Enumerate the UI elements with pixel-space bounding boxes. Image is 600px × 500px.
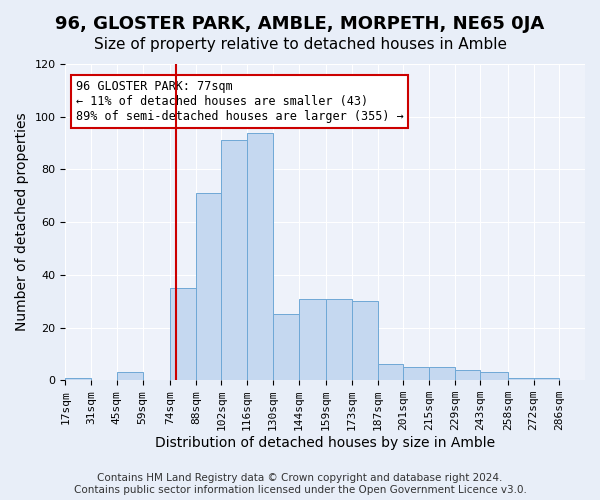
Bar: [196, 193, 221, 380]
Bar: [508, 378, 533, 380]
Bar: [455, 370, 481, 380]
Bar: [247, 132, 273, 380]
Bar: [403, 367, 429, 380]
Text: Contains HM Land Registry data © Crown copyright and database right 2024.
Contai: Contains HM Land Registry data © Crown c…: [74, 474, 526, 495]
Bar: [326, 298, 352, 380]
Text: 96 GLOSTER PARK: 77sqm
← 11% of detached houses are smaller (43)
89% of semi-det: 96 GLOSTER PARK: 77sqm ← 11% of detached…: [76, 80, 404, 123]
Bar: [533, 378, 559, 380]
Bar: [273, 314, 299, 380]
Bar: [429, 367, 455, 380]
Bar: [117, 372, 143, 380]
Bar: [377, 364, 403, 380]
X-axis label: Distribution of detached houses by size in Amble: Distribution of detached houses by size …: [155, 436, 495, 450]
Bar: [299, 298, 326, 380]
Bar: [352, 301, 377, 380]
Bar: [170, 288, 196, 380]
Bar: [481, 372, 508, 380]
Bar: [221, 140, 247, 380]
Y-axis label: Number of detached properties: Number of detached properties: [15, 113, 29, 332]
Text: Size of property relative to detached houses in Amble: Size of property relative to detached ho…: [94, 38, 506, 52]
Text: 96, GLOSTER PARK, AMBLE, MORPETH, NE65 0JA: 96, GLOSTER PARK, AMBLE, MORPETH, NE65 0…: [55, 15, 545, 33]
Bar: [65, 378, 91, 380]
